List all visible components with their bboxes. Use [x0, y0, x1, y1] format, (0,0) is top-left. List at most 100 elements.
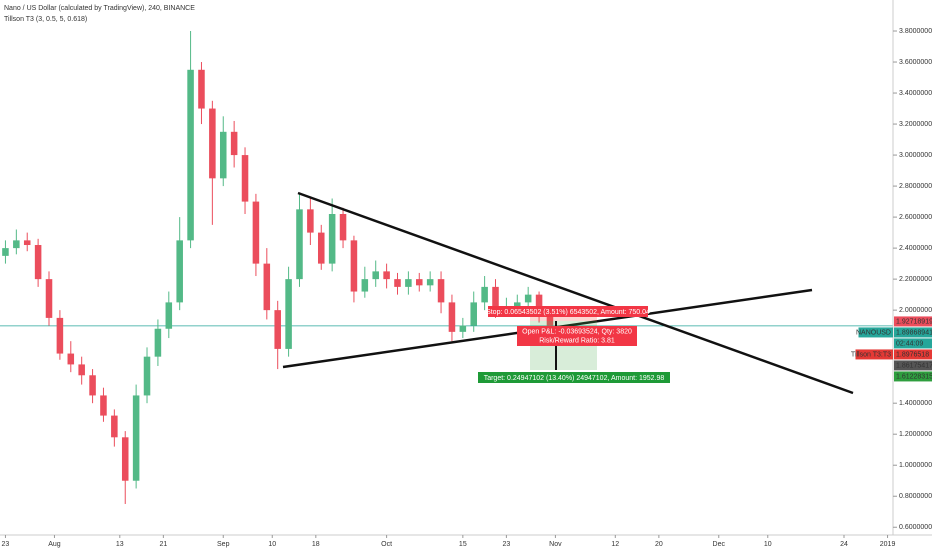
- pnl-box: [517, 326, 637, 346]
- candle-body: [219, 131, 227, 179]
- candle-body: [121, 437, 129, 481]
- candle-body: [437, 279, 445, 303]
- candle-body: [285, 279, 292, 349]
- candle-body: [13, 240, 20, 249]
- target-label: Target: 0.24947102 (13.40%) 24947102, Am…: [484, 375, 665, 382]
- ratio-label: Risk/Reward Ratio: 3.81: [539, 337, 615, 344]
- candle-body: [350, 240, 358, 292]
- candle-body: [143, 356, 151, 396]
- x-tick-label: 10: [268, 541, 276, 548]
- y-tick-label: 3.20000000: [899, 121, 932, 128]
- price-label: 1.8976518: [896, 351, 929, 358]
- x-tick-label: Sep: [217, 541, 230, 548]
- x-tick-label: Aug: [48, 541, 61, 548]
- candle-body: [535, 294, 543, 314]
- price-label-name: Tillson T3:T3: [851, 351, 891, 358]
- x-tick-label: 2019: [880, 541, 896, 548]
- y-tick-label: 2.20000000: [899, 276, 932, 283]
- candle-body: [514, 302, 521, 308]
- candle-body: [45, 279, 53, 318]
- candle-body: [361, 279, 369, 292]
- y-tick-label: 1.40000000: [899, 400, 932, 407]
- y-tick-label: 3.40000000: [899, 90, 932, 97]
- target-box: [478, 372, 670, 383]
- y-tick-label: 0.60000000: [899, 524, 932, 531]
- candle-body: [383, 271, 390, 280]
- candle-body: [230, 131, 238, 156]
- x-tick-label: 23: [502, 541, 510, 548]
- x-tick-label: 18: [312, 541, 320, 548]
- candle-body: [448, 302, 456, 332]
- candle-body: [23, 240, 31, 246]
- candle-body: [296, 209, 303, 280]
- candle-body: [546, 313, 554, 326]
- candle-body: [459, 325, 467, 332]
- x-tick-label: 12: [611, 541, 619, 548]
- chart-title: Nano / US Dollar (calculated by TradingV…: [4, 5, 195, 12]
- x-tick-label: 21: [159, 541, 167, 548]
- y-tick-label: 1.20000000: [899, 431, 932, 438]
- stop-label: Stop: 0.06543502 (3.51%) 6543502, Amount…: [486, 309, 650, 316]
- candle-body: [470, 302, 477, 326]
- candle-body: [67, 353, 75, 365]
- candle-body: [394, 279, 401, 287]
- x-tick-label: Dec: [713, 541, 726, 548]
- price-label-box: [894, 338, 932, 349]
- candle-body: [263, 263, 271, 311]
- candle-body: [154, 328, 162, 357]
- x-tick-label: 24: [840, 541, 848, 548]
- plot-area: [0, 31, 893, 504]
- x-tick-label: 23: [2, 541, 10, 548]
- price-label-box: [894, 316, 932, 327]
- price-label: 1.61228315: [896, 373, 932, 380]
- price-label-name-box: [855, 349, 893, 360]
- price-label-box: [894, 371, 932, 382]
- candle-body: [405, 279, 412, 287]
- trendline: [297, 191, 854, 395]
- candle-body: [132, 395, 140, 481]
- x-tick-label: Oct: [381, 541, 392, 548]
- price-label: 1.92718919: [896, 318, 932, 325]
- candle-body: [34, 245, 42, 280]
- x-tick-label: Nov: [549, 541, 562, 548]
- candle-body: [165, 302, 173, 329]
- candle-body: [252, 201, 260, 264]
- candle-body: [89, 375, 96, 396]
- candle-body: [56, 317, 64, 354]
- x-tick-label: 20: [655, 541, 663, 548]
- candle-body: [307, 209, 314, 233]
- candle-body: [111, 415, 118, 438]
- price-label-box: [894, 360, 932, 371]
- y-tick-label: 2.40000000: [899, 245, 932, 252]
- candle-body: [317, 232, 325, 264]
- candle-body: [524, 294, 532, 303]
- price-label: 1.86175417: [896, 362, 932, 369]
- x-tick-label: 13: [116, 541, 124, 548]
- candle-body: [416, 279, 423, 286]
- candle-body: [187, 69, 194, 241]
- candle-body: [328, 214, 336, 264]
- candle-body: [492, 286, 499, 311]
- candle-body: [78, 364, 85, 376]
- candle-body: [481, 286, 488, 303]
- candle-body: [241, 155, 249, 202]
- candle-body: [426, 279, 434, 286]
- price-label: 02:44:09: [896, 340, 923, 347]
- candle-body: [198, 69, 205, 109]
- price-label-box: [894, 349, 932, 360]
- candle-body: [209, 108, 216, 179]
- x-tick-label: 10: [764, 541, 772, 548]
- price-label-name: NANOUSD: [856, 329, 891, 336]
- price-label-box: [894, 327, 932, 338]
- candle-body: [176, 240, 183, 303]
- x-tick-label: 15: [459, 541, 467, 548]
